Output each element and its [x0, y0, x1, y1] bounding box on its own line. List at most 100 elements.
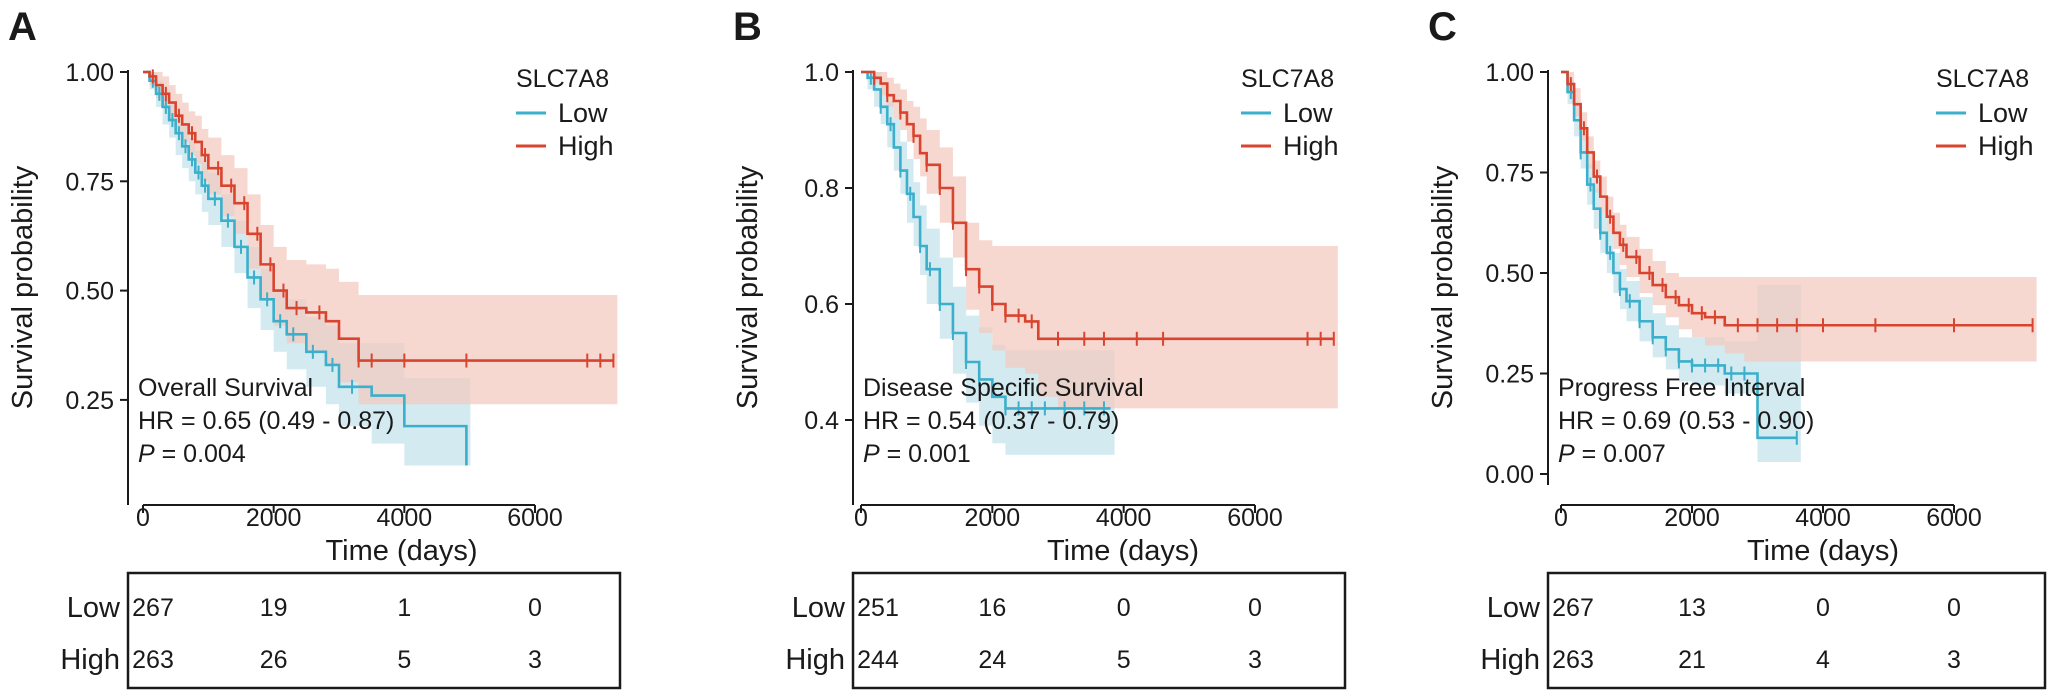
risk-count-high: 244	[857, 646, 899, 674]
y-tick-label: 0.75	[65, 168, 114, 196]
hazard-ratio-text: HR = 0.65 (0.49 - 0.87)	[138, 407, 394, 435]
risk-count-low: 0	[528, 594, 542, 622]
x-axis-label: Time (days)	[326, 535, 478, 567]
endpoint-label: Overall Survival	[138, 374, 313, 402]
risk-count-high: 26	[260, 646, 288, 674]
legend-label-high: High	[1283, 131, 1339, 161]
p-value-number: = 0.004	[155, 440, 246, 468]
legend-label-low: Low	[1283, 98, 1333, 128]
risk-count-low: 0	[1248, 594, 1262, 622]
ci-band-high	[1561, 72, 2037, 362]
risk-count-low: 13	[1678, 594, 1706, 622]
legend-label-low: Low	[1978, 98, 2028, 128]
x-tick-label: 0	[136, 504, 150, 532]
survival-curve-high	[1561, 70, 2033, 327]
x-tick-label: 6000	[507, 504, 563, 532]
risk-table-frame	[1546, 571, 2047, 690]
risk-row-label-high: High	[60, 644, 120, 676]
hazard-ratio-text: HR = 0.54 (0.37 - 0.79)	[863, 407, 1119, 435]
p-value-symbol: P	[1558, 440, 1575, 468]
y-tick-label: 0.8	[804, 175, 839, 203]
x-tick-label: 0	[1554, 504, 1568, 532]
risk-count-low: 0	[1947, 594, 1961, 622]
panel-a: A 1.00 0.75 0.50 0.25 0 2000 4000 6000 Time (days…	[7, 5, 622, 690]
y-tick-label: 0.25	[1485, 361, 1534, 389]
risk-count-low: 0	[1117, 594, 1131, 622]
risk-count-low: 0	[1816, 594, 1830, 622]
x-tick-label: 6000	[1227, 504, 1283, 532]
risk-count-high: 263	[1552, 646, 1594, 674]
x-axis-label: Time (days)	[1747, 535, 1899, 567]
p-value-number: = 0.001	[880, 440, 971, 468]
risk-count-high: 4	[1816, 646, 1830, 674]
risk-table-frame	[126, 571, 622, 690]
x-tick-label: 2000	[246, 504, 302, 532]
legend-title: SLC7A8	[516, 65, 609, 93]
legend-title: SLC7A8	[1936, 65, 2029, 93]
legend-label-high: High	[558, 131, 614, 161]
x-tick-label: 6000	[1926, 504, 1982, 532]
risk-count-high: 24	[978, 646, 1006, 674]
endpoint-label: Progress Free Interval	[1558, 374, 1805, 402]
y-axis-label: Survival probability	[7, 165, 39, 409]
x-tick-label: 4000	[377, 504, 433, 532]
x-axis-label: Time (days)	[1047, 535, 1199, 567]
x-tick-label: 2000	[1664, 504, 1720, 532]
y-tick-label: 0.75	[1485, 160, 1534, 188]
ci-band-high	[861, 72, 1338, 409]
risk-count-low: 16	[978, 594, 1006, 622]
x-tick-label: 0	[854, 504, 868, 532]
y-tick-label: 1.00	[1485, 59, 1534, 87]
risk-row-label-low: Low	[1487, 592, 1541, 624]
risk-count-low: 1	[397, 594, 411, 622]
p-value-number: = 0.007	[1575, 440, 1666, 468]
y-tick-label: 0.00	[1485, 461, 1534, 489]
panel-label: A	[8, 5, 37, 49]
p-value-text: P = 0.004	[138, 440, 246, 468]
x-tick-label: 4000	[1795, 504, 1851, 532]
x-tick-label: 4000	[1096, 504, 1152, 532]
risk-count-high: 263	[132, 646, 174, 674]
ci-band-low	[1561, 72, 1801, 462]
y-tick-label: 0.50	[1485, 260, 1534, 288]
legend-label-high: High	[1978, 131, 2034, 161]
y-tick-label: 0.6	[804, 291, 839, 319]
risk-row-label-high: High	[785, 644, 845, 676]
x-tick-label: 2000	[965, 504, 1021, 532]
risk-count-high: 5	[397, 646, 411, 674]
y-tick-label: 0.50	[65, 278, 114, 306]
ci-band-high	[143, 72, 618, 405]
survival-curve-high	[143, 70, 614, 362]
risk-count-high: 3	[1248, 646, 1262, 674]
y-tick-label: 1.00	[65, 59, 114, 87]
legend-title: SLC7A8	[1241, 65, 1334, 93]
endpoint-label: Disease Specific Survival	[863, 374, 1144, 402]
y-axis-label: Survival probability	[732, 165, 764, 409]
risk-count-low: 19	[260, 594, 288, 622]
y-tick-label: 1.0	[804, 59, 839, 87]
y-axis-label: Survival probability	[1427, 165, 1459, 409]
risk-count-high: 5	[1117, 646, 1131, 674]
risk-row-label-low: Low	[792, 592, 846, 624]
risk-row-label-high: High	[1480, 644, 1540, 676]
risk-table-frame	[851, 571, 1347, 690]
risk-count-low: 267	[132, 594, 174, 622]
risk-count-low: 267	[1552, 594, 1594, 622]
y-tick-label: 0.4	[804, 407, 839, 435]
panel-label: C	[1428, 5, 1457, 49]
risk-count-high: 3	[1947, 646, 1961, 674]
p-value-symbol: P	[138, 440, 155, 468]
survival-curve-low	[861, 70, 1111, 410]
legend-label-low: Low	[558, 98, 608, 128]
risk-row-label-low: Low	[67, 592, 121, 624]
risk-count-high: 21	[1678, 646, 1706, 674]
p-value-text: P = 0.001	[863, 440, 971, 468]
panel-label: B	[733, 5, 762, 49]
hazard-ratio-text: HR = 0.69 (0.53 - 0.90)	[1558, 407, 1814, 435]
panel-c: C 1.00 0.75 0.50 0.25 0.00 0 2000 4000 6000 Time (…	[1427, 5, 2047, 690]
p-value-symbol: P	[863, 440, 880, 468]
y-tick-label: 0.25	[65, 387, 114, 415]
risk-count-high: 3	[528, 646, 542, 674]
risk-count-low: 251	[857, 594, 899, 622]
